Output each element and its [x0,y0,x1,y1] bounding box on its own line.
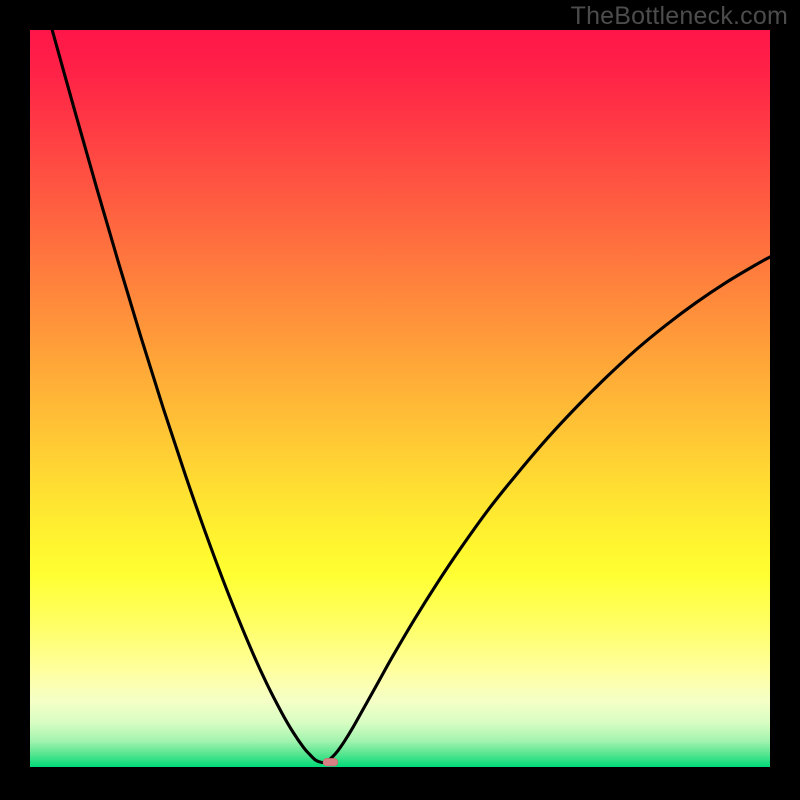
optimal-marker [323,759,338,766]
chart-background [30,30,770,767]
watermark-label: TheBottleneck.com [571,0,788,32]
bottleneck-chart [0,0,800,800]
